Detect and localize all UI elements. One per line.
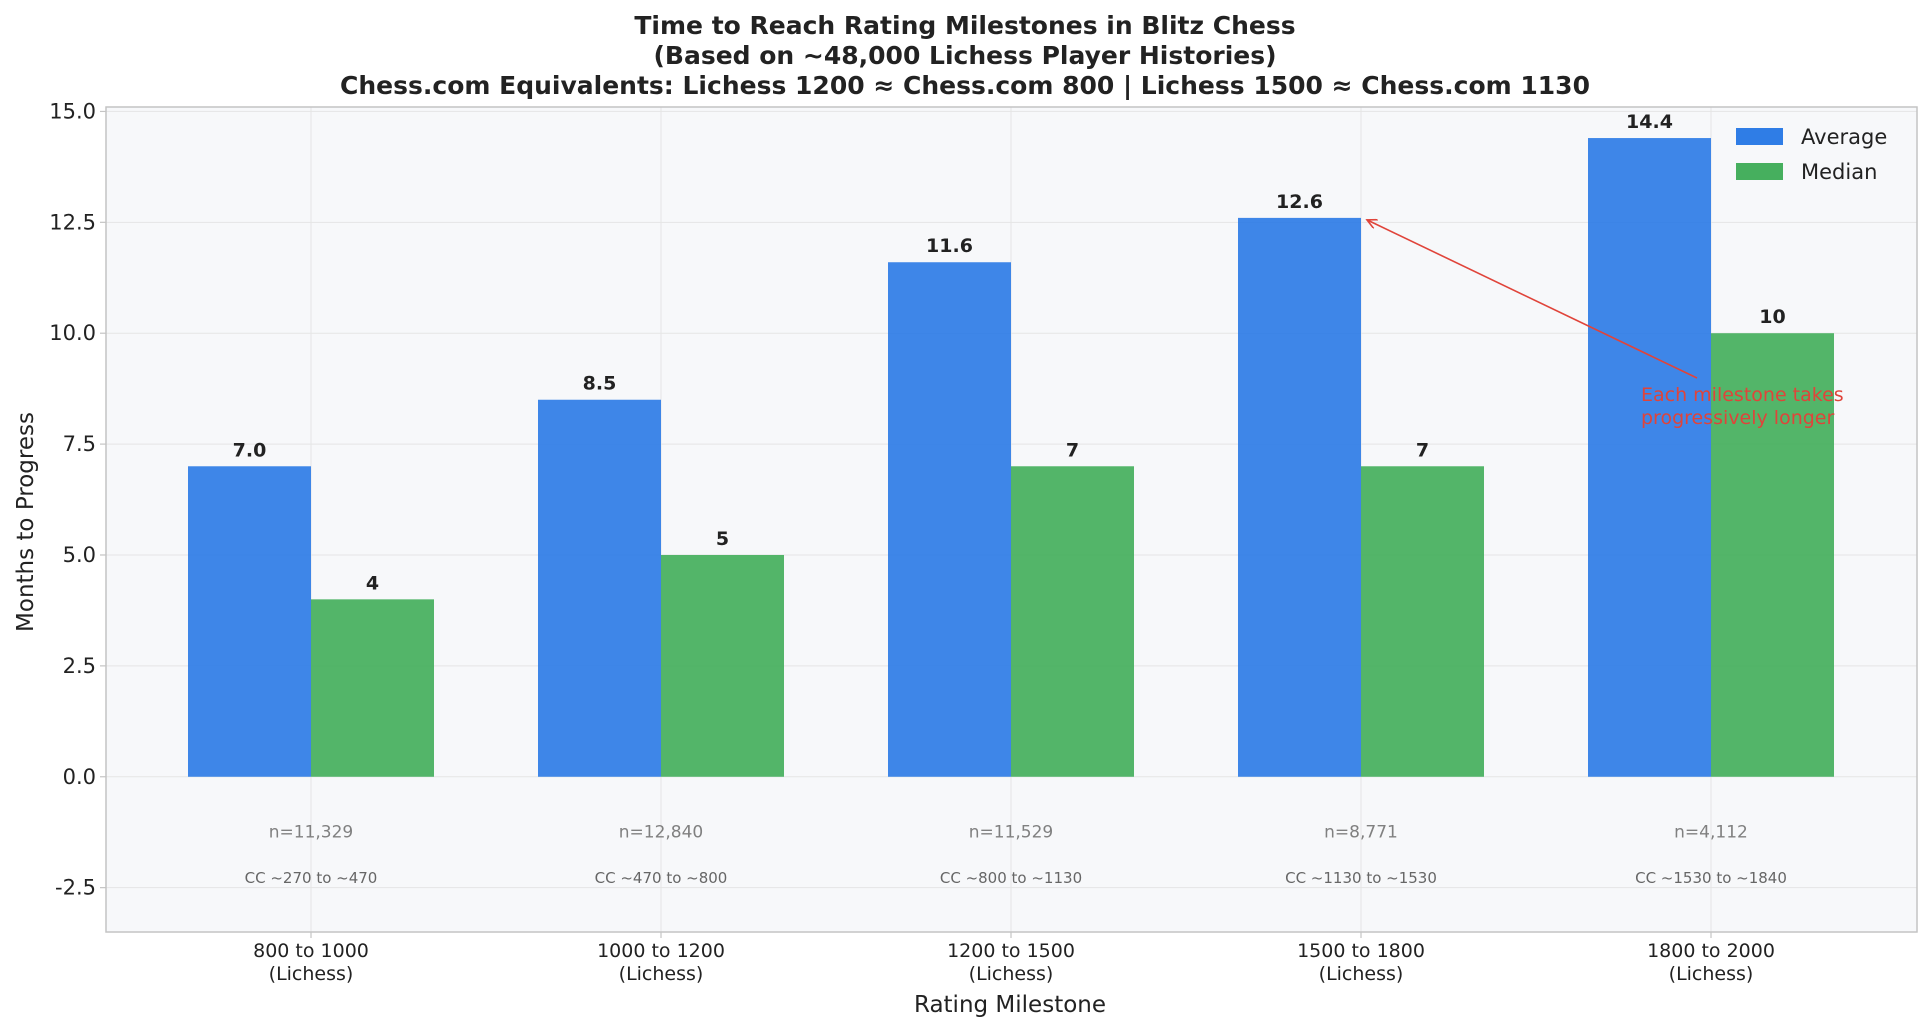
sample-size-label-0: n=11,329 (269, 823, 354, 843)
sample-notes: n=11,329 n=12,840 n=11,529 n=8,771 n=4,112 CC… (245, 823, 1787, 888)
sample-size-label-1: n=12,840 (619, 823, 704, 843)
data-label-median-1: 5 (716, 528, 729, 550)
chesscom-range-label-2: CC ~800 to ~1130 (940, 869, 1082, 887)
bars (188, 138, 1834, 777)
y-tick-label-5: 10.0 (49, 321, 96, 345)
y-tick-label-1: 0.0 (63, 765, 96, 789)
chesscom-range-label-3: CC ~1130 to ~1530 (1285, 869, 1437, 887)
x-axis-label: Rating Milestone (914, 992, 1106, 1018)
bar-average-1 (538, 399, 661, 777)
x-tick-label-2: 1200 to 1500 (Lichess) (947, 940, 1075, 985)
x-tick-label-line: 1200 to 1500 (947, 940, 1075, 962)
x-tick-label-line: (Lichess) (1669, 963, 1754, 985)
y-tick-label-7: 15.0 (49, 99, 96, 123)
y-tick-label-2: 2.5 (63, 654, 96, 678)
data-label-average-4: 14.4 (1626, 111, 1673, 133)
y-tick-label-6: 12.5 (49, 210, 96, 234)
annotation-text-line: Each milestone takes (1641, 384, 1844, 406)
bar-median-2 (1011, 466, 1134, 777)
bar-median-0 (311, 599, 434, 777)
x-tick-label-line: 800 to 1000 (253, 940, 369, 962)
legend-swatch-median (1736, 163, 1783, 180)
y-tick-label-0: -2.5 (55, 876, 96, 900)
x-tick-label-4: 1800 to 2000 (Lichess) (1647, 940, 1775, 985)
x-tick-label-0: 800 to 1000 (Lichess) (253, 940, 369, 985)
sample-size-label-2: n=11,529 (969, 823, 1054, 843)
x-tick-label-line: 1000 to 1200 (597, 940, 725, 962)
bar-median-3 (1361, 466, 1484, 777)
x-tick-label-line: 1800 to 2000 (1647, 940, 1775, 962)
chart-title-line-1: Time to Reach Rating Milestones in Blitz… (634, 11, 1295, 40)
x-tick-label-line: (Lichess) (619, 963, 704, 985)
annotation-text: Each milestone takes progressively longer (1641, 384, 1844, 429)
y-tick-label-4: 7.5 (63, 432, 96, 456)
chesscom-range-label-0: CC ~270 to ~470 (245, 869, 378, 887)
data-label-median-4: 10 (1759, 306, 1785, 328)
data-label-average-1: 8.5 (583, 373, 617, 395)
data-label-average-0: 7.0 (233, 439, 267, 461)
x-tick-label-line: (Lichess) (1319, 963, 1404, 985)
annotation-text-line: progressively longer (1641, 407, 1834, 429)
y-tick-label-3: 5.0 (63, 543, 96, 567)
chart-title-line-3: Chess.com Equivalents: Lichess 1200 ≈ Ch… (340, 71, 1590, 100)
legend-label-median: Median (1801, 160, 1877, 184)
data-labels: 7.0 8.5 11.6 12.6 14.4 4 5 7 7 10 (233, 111, 1786, 594)
bar-average-4 (1588, 138, 1711, 777)
chesscom-range-label-1: CC ~470 to ~800 (595, 869, 728, 887)
bar-average-2 (888, 262, 1011, 777)
sample-size-label-3: n=8,771 (1324, 823, 1398, 843)
legend-label-average: Average (1801, 125, 1887, 149)
chesscom-range-label-4: CC ~1530 to ~1840 (1635, 869, 1787, 887)
data-label-median-3: 7 (1416, 439, 1429, 461)
annotation: Each milestone takes progressively longer (1367, 220, 1844, 429)
data-label-average-2: 11.6 (926, 235, 973, 257)
data-label-median-2: 7 (1066, 439, 1079, 461)
x-tick-label-line: (Lichess) (269, 963, 354, 985)
bar-average-0 (188, 466, 311, 777)
bar-median-4 (1711, 333, 1834, 777)
bar-average-3 (1238, 217, 1361, 777)
x-tick-label-line: 1500 to 1800 (1297, 940, 1425, 962)
data-label-average-3: 12.6 (1276, 191, 1323, 213)
annotation-arrow (1367, 220, 1698, 379)
x-tick-label-1: 1000 to 1200 (Lichess) (597, 940, 725, 985)
sample-size-label-4: n=4,112 (1674, 823, 1748, 843)
data-label-median-0: 4 (366, 572, 379, 594)
legend: Average Median (1736, 125, 1887, 184)
legend-swatch-average (1736, 128, 1783, 145)
x-tick-label-line: (Lichess) (969, 963, 1054, 985)
y-axis-label: Months to Progress (13, 412, 39, 632)
chart-title-line-2: (Based on ~48,000 Lichess Player Histori… (653, 41, 1276, 70)
bar-median-1 (661, 554, 784, 777)
x-tick-label-3: 1500 to 1800 (Lichess) (1297, 940, 1425, 985)
